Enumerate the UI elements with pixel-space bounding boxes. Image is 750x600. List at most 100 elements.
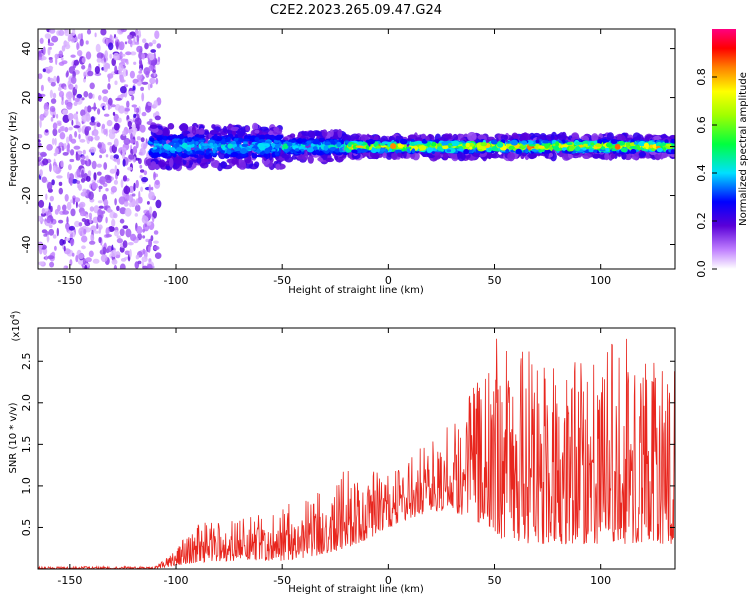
heatmap-cell	[129, 249, 132, 258]
heatmap-cell	[312, 146, 318, 151]
heatmap-cell	[302, 153, 309, 161]
heatmap-cell	[220, 161, 226, 169]
colorbar-tick-label: 0.4	[695, 164, 708, 182]
heatmap-cell	[107, 142, 112, 146]
heatmap-cell	[123, 137, 131, 146]
heatmap-cell	[111, 218, 116, 227]
spectrogram-frame	[37, 28, 676, 270]
heatmap-cell	[70, 208, 76, 217]
heatmap-cell	[85, 155, 89, 162]
heatmap-cell	[59, 132, 66, 140]
heatmap-cell	[135, 198, 139, 207]
heatmap-cell	[152, 210, 158, 219]
heatmap-cell	[119, 74, 125, 83]
snr-y-tick-label: 1.0	[20, 477, 33, 495]
heatmap-cell	[131, 124, 136, 130]
heatmap-cell	[63, 245, 66, 252]
heatmap-cell	[110, 186, 117, 193]
heatmap-cell	[72, 231, 76, 238]
heatmap-cell	[96, 57, 102, 63]
heatmap-cell	[155, 148, 160, 153]
heatmap-cell	[160, 152, 168, 158]
heatmap-cell	[62, 109, 69, 115]
heatmap-cell	[312, 140, 320, 145]
heatmap-cell	[339, 147, 343, 153]
heatmap-cell	[67, 113, 74, 121]
heatmap-cell	[113, 179, 118, 185]
heatmap-cell	[104, 106, 107, 110]
heatmap-cell	[62, 114, 70, 124]
heatmap-cell	[113, 212, 118, 219]
heatmap-cell	[334, 149, 341, 153]
heatmap-cell	[119, 218, 125, 224]
heatmap-cell	[143, 170, 148, 176]
heatmap-cell	[249, 137, 254, 141]
heatmap-cell	[85, 214, 89, 219]
heatmap-cell	[81, 114, 89, 122]
heatmap-cell	[141, 111, 147, 117]
heatmap-cell	[68, 230, 73, 234]
heatmap-cell	[53, 165, 56, 172]
heatmap-cell	[135, 254, 140, 260]
heatmap-cell	[136, 136, 141, 141]
heatmap-cell	[140, 169, 145, 173]
heatmap-cell	[336, 141, 342, 148]
heatmap-cell	[96, 122, 101, 128]
heatmap-cell	[109, 168, 116, 174]
heatmap-cell	[171, 140, 179, 144]
heatmap-cell	[139, 175, 143, 179]
heatmap-cell	[252, 122, 259, 131]
heatmap-cell	[127, 120, 132, 128]
heatmap-cell	[254, 161, 260, 168]
heatmap-cell	[352, 144, 357, 150]
heatmap-cell	[152, 39, 157, 45]
heatmap-cell	[300, 138, 308, 143]
heatmap-cell	[134, 213, 138, 217]
heatmap-cell	[62, 210, 69, 215]
heatmap-cell	[611, 148, 618, 152]
heatmap-cell	[52, 92, 57, 99]
heatmap-cell	[152, 69, 156, 73]
heatmap-cell	[149, 118, 153, 123]
heatmap-cell	[57, 204, 61, 212]
heatmap-cell	[45, 231, 50, 236]
heatmap-cell	[127, 242, 134, 246]
heatmap-cell	[188, 160, 194, 166]
heatmap-cell	[213, 133, 218, 139]
heatmap-cell	[184, 138, 188, 143]
heatmap-cell	[58, 50, 63, 58]
heatmap-cell	[73, 113, 78, 120]
heatmap-cell	[135, 157, 140, 161]
heatmap-cell	[135, 179, 139, 189]
heatmap-cell	[264, 134, 272, 139]
heatmap-cell	[150, 83, 153, 89]
heatmap-cell	[132, 85, 136, 91]
heatmap-cell	[81, 218, 87, 222]
heatmap-cell	[245, 125, 250, 132]
heatmap-cell	[467, 131, 477, 142]
snr-x-tick-label: -100	[164, 574, 189, 587]
heatmap-cell	[169, 135, 175, 140]
heatmap-cell	[348, 142, 355, 145]
heatmap-cell	[214, 160, 219, 169]
heatmap-cell	[115, 41, 119, 50]
heatmap-cell	[376, 147, 381, 153]
heatmap-cell	[52, 122, 58, 130]
snr-frame	[37, 327, 676, 570]
heatmap-cell	[116, 158, 121, 165]
heatmap-cell	[44, 33, 52, 39]
heatmap-cell	[85, 257, 92, 263]
heatmap-cell	[46, 217, 51, 224]
heatmap-cell	[588, 149, 594, 153]
heatmap-cell	[96, 171, 102, 176]
heatmap-cell	[105, 154, 109, 158]
heatmap-cell	[88, 149, 92, 153]
heatmap-cell	[51, 179, 55, 186]
spectrogram-heatmap	[38, 29, 675, 269]
heatmap-cell	[210, 152, 217, 156]
heatmap-cell	[155, 199, 162, 209]
heatmap-cell	[151, 149, 157, 153]
heatmap-cell	[74, 97, 80, 103]
colorbar-tick-label: 0.8	[695, 68, 708, 86]
heatmap-cell	[56, 75, 60, 84]
